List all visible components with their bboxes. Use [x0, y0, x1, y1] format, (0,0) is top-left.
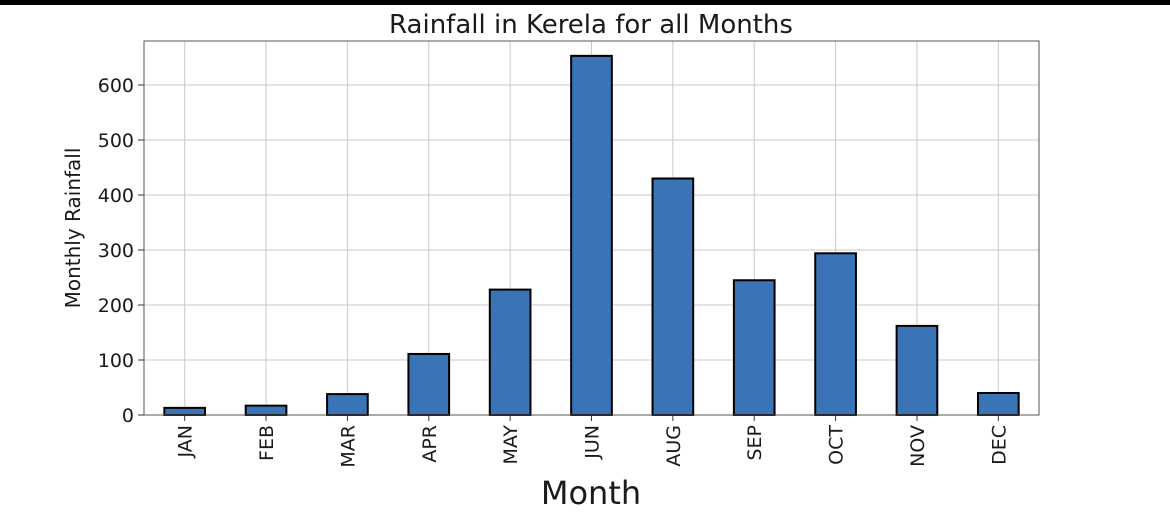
y-tick-label: 0: [122, 405, 134, 427]
x-tick-label: OCT: [826, 425, 848, 465]
y-tick-label: 200: [98, 295, 134, 317]
y-axis-label: Monthly Rainfall: [61, 148, 85, 309]
x-ticks: JAN FEB MAR APR MAY JUN AUG SEP OCT NOV DEC: [175, 415, 1010, 468]
y-tick-label: 300: [98, 240, 134, 262]
bar-mar: [326, 393, 369, 417]
x-tick-label: JAN: [175, 425, 197, 458]
x-tick-label: MAR: [337, 425, 359, 468]
x-tick-label: FEB: [256, 425, 278, 461]
bar-jun: [570, 54, 613, 416]
y-tick-label: 400: [98, 185, 134, 207]
x-tick-label: AUG: [663, 425, 685, 467]
bar-jan: [163, 406, 207, 417]
y-tick-label: 500: [98, 130, 134, 152]
x-axis-label: Month: [541, 474, 641, 512]
bar-may: [488, 288, 532, 417]
x-tick-label: JUN: [582, 425, 604, 460]
bar-nov: [895, 324, 939, 416]
x-tick-label: MAY: [500, 425, 522, 465]
y-tick-label: 600: [98, 75, 134, 97]
x-tick-label: APR: [419, 425, 441, 463]
chart-title: Rainfall in Kerela for all Months: [389, 10, 793, 40]
x-tick-label: DEC: [988, 425, 1010, 465]
bar-feb: [244, 404, 288, 416]
bar-sep: [732, 279, 776, 416]
bars: [163, 54, 1020, 417]
x-tick-label: NOV: [907, 425, 929, 467]
y-ticks: 0 100 200 300 400 500 600: [98, 75, 144, 427]
bar-aug: [651, 177, 695, 416]
bar-oct: [814, 252, 857, 416]
x-tick-label: SEP: [744, 425, 766, 461]
bar-dec: [976, 392, 1020, 416]
y-tick-label: 100: [98, 350, 134, 372]
bar-apr: [407, 352, 451, 417]
top-border: [0, 0, 1170, 5]
